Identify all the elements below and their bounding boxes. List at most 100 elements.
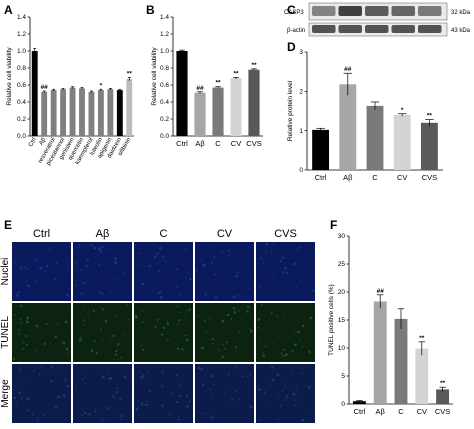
micrograph-cell-dot: [280, 405, 282, 407]
micrograph-cell-dot: [189, 400, 192, 403]
micrograph-cell-dot: [249, 314, 252, 316]
micrograph-cell-dot: [236, 272, 239, 274]
micrograph-cell-dot: [60, 367, 62, 369]
micrograph-cell-dot: [137, 263, 140, 266]
micrograph-cell-dot: [160, 333, 164, 336]
chart-b-significance-cvs: **: [251, 62, 257, 69]
chart-b-ytick-label: 0.2: [160, 116, 169, 123]
micrograph-cell-dot: [156, 253, 159, 256]
micrograph-cell-dot: [81, 378, 84, 381]
micrograph-cell-dot: [285, 271, 289, 275]
micrograph-cell-dot: [209, 317, 211, 320]
blot-band-casp3-lane-4: [391, 6, 415, 16]
micrograph-cell-dot: [40, 266, 43, 270]
panel-letter-a: A: [4, 3, 13, 17]
micrograph-cell-dot: [115, 353, 118, 356]
micrograph-cell-dot: [25, 335, 28, 338]
micrograph-cell-dot: [120, 252, 122, 254]
micrograph-cell-dot: [276, 314, 279, 317]
micrograph-cell-dot: [154, 326, 157, 329]
micrograph-cell-dot: [291, 263, 294, 266]
micrograph-nuclei-c: [134, 242, 193, 301]
micrograph-cell-dot: [230, 318, 233, 320]
chart-f-bar-cv: [415, 348, 429, 404]
micrograph-cell-dot: [27, 284, 31, 288]
micrograph-cell-dot: [116, 391, 119, 394]
micrograph-cell-dot: [228, 250, 231, 253]
chart-a-bar-quercetin: [79, 88, 85, 136]
micrograph-cell-dot: [21, 396, 24, 399]
chart-d-ylabel: Relative protein level: [287, 80, 294, 141]
micrograph-cell-dot: [93, 340, 96, 343]
micrograph-cell-dot: [27, 409, 30, 412]
micrograph-cell-dot: [222, 344, 224, 346]
micrograph-cell-dot: [145, 400, 148, 403]
micrograph-cell-dot: [135, 408, 139, 411]
micrograph-cell-dot: [239, 368, 241, 370]
chart-d-bar-ctrl: [312, 129, 330, 170]
micrograph-cell-dot: [284, 353, 288, 357]
micrograph-cell-dot: [304, 409, 306, 411]
chart-a-ytick-label: 0.8: [17, 65, 26, 72]
chart-b-bar-cv: [230, 78, 242, 136]
micrograph-cell-dot: [205, 331, 208, 333]
micrograph-cell-dot: [203, 263, 207, 267]
micrograph-cell-dot: [284, 267, 287, 270]
chart-b-xtick-cv: CV: [231, 139, 241, 148]
micrograph-cell-dot: [138, 413, 140, 416]
blot-band-actin-lane-3: [365, 25, 389, 33]
micrograph-cell-dot: [153, 244, 155, 247]
micrograph-cell-dot: [257, 388, 259, 390]
micrograph-cell-dot: [35, 350, 37, 352]
micrograph-cell-dot: [265, 251, 267, 253]
micrograph-cell-dot: [55, 406, 58, 409]
micrograph-cell-dot: [26, 284, 28, 286]
chart-d-bar-c: [366, 105, 384, 170]
micrograph-cell-dot: [288, 293, 290, 295]
micrograph-cell-dot: [80, 292, 83, 295]
micrograph-cell-dot: [293, 404, 296, 407]
micrograph-cell-dot: [263, 389, 265, 391]
micrograph-cell-dot: [26, 267, 29, 270]
chart-b-ytick-label: 1.2: [160, 31, 169, 38]
micrograph-cell-dot: [197, 366, 201, 370]
micrograph-column-ctrl: Ctrl: [33, 228, 50, 240]
chart-f-ytick-label: 30: [338, 233, 346, 240]
micrograph-cell-dot: [226, 313, 230, 317]
micrograph-cell-dot: [74, 262, 77, 265]
micrograph-cell-dot: [123, 375, 127, 379]
micrograph-cell-dot: [276, 332, 278, 335]
micrograph-cell-dot: [99, 249, 103, 253]
micrograph-cell-dot: [45, 264, 49, 268]
chart-b-bar-cvs: [248, 69, 260, 136]
micrograph-cell-dot: [124, 333, 126, 335]
micrograph-cell-dot: [99, 328, 102, 331]
micrograph-cell-dot: [228, 373, 230, 376]
micrograph-cell-dot: [50, 258, 52, 261]
chart-f-ytick-label: 20: [338, 289, 346, 296]
chart-a-bar-daidzein: [116, 90, 123, 136]
chart-a-bar-apigenin: [107, 89, 114, 136]
micrograph-cell-dot: [297, 261, 299, 263]
micrograph-cell-dot: [20, 321, 23, 324]
micrograph-cell-dot: [88, 413, 91, 416]
micrograph-cell-dot: [18, 328, 20, 331]
micrograph-cell-dot: [78, 247, 81, 249]
panel-letter-f: F: [330, 218, 337, 232]
chart-a-significance-luteolin: *: [100, 82, 103, 89]
micrograph-cell-dot: [94, 410, 97, 413]
micrograph-cell-dot: [26, 343, 29, 346]
micrograph-cell-dot: [299, 339, 302, 341]
micrograph-cell-dot: [204, 293, 207, 296]
micrograph-cell-dot: [114, 261, 117, 264]
micrograph-cell-dot: [284, 399, 287, 401]
chart-a-bar-a: [41, 91, 48, 136]
micrograph-cell-dot: [41, 365, 43, 368]
micrograph-cell-dot: [56, 322, 59, 325]
micrograph-cell-dot: [211, 338, 214, 341]
micrograph-cell-dot: [29, 376, 31, 378]
micrograph-cell-dot: [49, 250, 51, 253]
micrograph-cell-dot: [214, 273, 217, 276]
micrograph-cell-dot: [117, 358, 119, 361]
micrograph-cell-dot: [123, 272, 126, 274]
